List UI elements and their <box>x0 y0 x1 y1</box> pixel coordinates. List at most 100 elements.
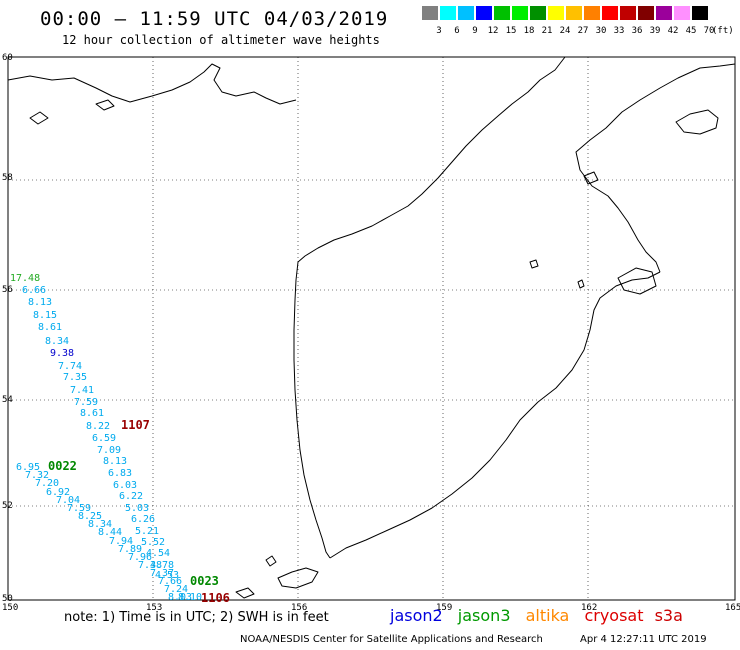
scale-label: 33 <box>613 26 625 36</box>
swh-value: 7.59 <box>67 503 91 514</box>
graticule <box>8 57 735 600</box>
swh-value: 7.04 <box>56 495 80 506</box>
swh-value: 7.66 <box>158 576 182 587</box>
swh-value: 6.22 <box>119 491 143 502</box>
scale-swatch <box>422 6 438 20</box>
footnote: note: 1) Time is in UTC; 2) SWH is in fe… <box>64 610 329 625</box>
lon-label: 159 <box>436 603 452 613</box>
satellite-name: jason2 <box>390 606 443 625</box>
lon-label: 150 <box>2 603 18 613</box>
swh-value: 8.10 <box>178 592 202 603</box>
swh-value: 8.13 <box>28 297 52 308</box>
scale-label: 21 <box>541 26 553 36</box>
scale-swatch <box>440 6 456 20</box>
scale-unit: (ft) <box>712 26 734 36</box>
scale-swatch <box>548 6 564 20</box>
swh-value: 6.83 <box>108 468 132 479</box>
swh-value: 7.74 <box>58 361 82 372</box>
swh-value: 5.03 <box>125 503 149 514</box>
swh-value: 4.54 <box>146 548 170 559</box>
scale-label: 15 <box>505 26 517 36</box>
scale-label: 3 <box>436 26 442 36</box>
footer-timestamp: Apr 4 12:27:11 UTC 2019 <box>580 634 707 645</box>
swh-value: 6.92 <box>46 487 70 498</box>
lat-label: 60 <box>2 53 13 63</box>
swh-value: 7.35 <box>63 372 87 383</box>
swh-value: 4.53 <box>155 570 179 581</box>
lat-label: 58 <box>2 173 13 183</box>
swh-value: 8.61 <box>38 322 62 333</box>
swh-value: 8.34 <box>45 336 69 347</box>
swh-value: 8.15 <box>33 310 57 321</box>
swh-value: 7.09 <box>97 445 121 456</box>
pass-time-label: 1106 <box>201 591 230 605</box>
scale-swatch <box>620 6 636 20</box>
lat-label: 56 <box>2 285 13 295</box>
swh-value: 5.52 <box>141 537 165 548</box>
swh-value: 6.66 <box>22 285 46 296</box>
satellite-name: altika <box>525 606 570 625</box>
footer-org: NOAA/NESDIS Center for Satellite Applica… <box>240 634 543 645</box>
swh-value: 8.25 <box>78 511 102 522</box>
lat-label: 52 <box>2 501 13 511</box>
scale-swatch <box>512 6 528 20</box>
scale-label: 39 <box>649 26 661 36</box>
swh-value: 7.32 <box>25 470 49 481</box>
scale-label: 42 <box>667 26 679 36</box>
swh-value: 7.96 <box>128 552 152 563</box>
pass-time-label: 1107 <box>121 418 150 432</box>
scale-label: 18 <box>523 26 535 36</box>
scale-label: 9 <box>472 26 478 36</box>
swh-value: 7.94 <box>109 536 133 547</box>
swh-value: 8.61 <box>80 408 104 419</box>
scale-label: 45 <box>685 26 697 36</box>
swh-value: 8.34 <box>88 519 112 530</box>
scale-label: 24 <box>559 26 571 36</box>
scale-swatch <box>530 6 546 20</box>
footer: NOAA/NESDIS Center for Satellite Applica… <box>240 634 707 645</box>
satellite-legend: jason2 jason3 altika cryosat s3a <box>390 606 693 625</box>
scale-label: 36 <box>631 26 643 36</box>
scale-swatch <box>458 6 474 20</box>
scale-swatch <box>602 6 618 20</box>
observation-layer: 17.48 6.66 8.13 8.15 8.61 8.34 9.38 7.74… <box>10 273 230 605</box>
swh-value: 6.26 <box>131 514 155 525</box>
swh-value: 6.95 <box>16 462 40 473</box>
satellite-name: cryosat <box>584 606 644 625</box>
map-subtitle: 12 hour collection of altimeter wave hei… <box>62 33 380 47</box>
swh-value: 9.38 <box>50 348 74 359</box>
lon-label: 162 <box>581 603 597 613</box>
scale-swatch <box>494 6 510 20</box>
swh-value: 8.22 <box>86 421 110 432</box>
swh-value: 7.38 <box>138 560 162 571</box>
swh-value: 4.78 <box>150 560 174 571</box>
swh-value: 6.03 <box>113 480 137 491</box>
swh-value: 7.37 <box>150 568 174 579</box>
lon-label: 153 <box>146 603 162 613</box>
scale-swatch <box>584 6 600 20</box>
satellite-name: jason3 <box>457 606 511 625</box>
swh-value: 5.21 <box>135 526 159 537</box>
scale-swatch <box>566 6 582 20</box>
swh-value: 7.59 <box>74 397 98 408</box>
pass-time-label: 0023 <box>190 574 219 588</box>
scale-swatch <box>692 6 708 20</box>
scale-swatch <box>656 6 672 20</box>
scale-label: 6 <box>454 26 460 36</box>
lat-label: 50 <box>2 594 13 604</box>
pass-time-label: 0022 <box>48 459 77 473</box>
lat-label: 54 <box>2 395 13 405</box>
map-frame <box>7 56 736 601</box>
map-title: 00:00 — 11:59 UTC 04/03/2019 <box>40 8 389 30</box>
swh-value: 7.41 <box>70 385 94 396</box>
swh-value: 17.48 <box>10 273 40 284</box>
swh-value: 6.59 <box>92 433 116 444</box>
swh-value: 7.89 <box>118 544 142 555</box>
coastline <box>7 56 736 599</box>
satellite-name: s3a <box>654 606 683 625</box>
scale-label: 30 <box>595 26 607 36</box>
swh-value: 8.44 <box>98 527 122 538</box>
scale-swatch <box>638 6 654 20</box>
scale-swatch <box>674 6 690 20</box>
